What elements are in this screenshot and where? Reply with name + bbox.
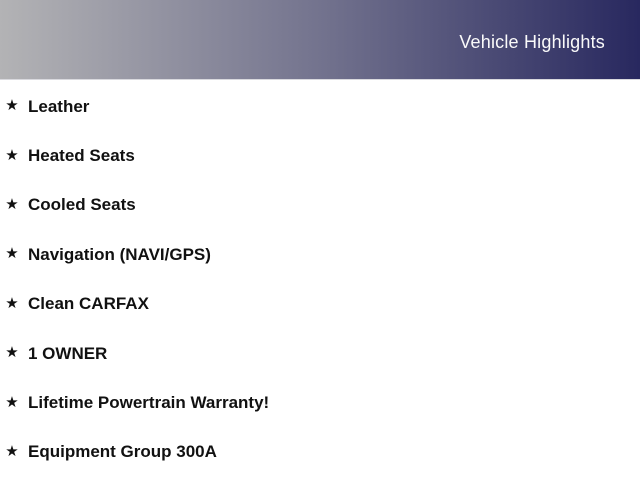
- list-item: ★ Leather: [0, 82, 640, 131]
- list-item: ★ 1 OWNER: [0, 329, 640, 378]
- star-icon: ★: [5, 392, 19, 411]
- list-item: ★ Heated Seats: [0, 131, 640, 180]
- list-item-label: Lifetime Powertrain Warranty!: [28, 393, 270, 413]
- star-icon: ★: [5, 293, 19, 312]
- list-item-label: Leather: [28, 96, 90, 116]
- list-item-label: Heated Seats: [28, 146, 135, 166]
- star-icon: ★: [5, 244, 19, 263]
- header-title: Vehicle Highlights: [459, 32, 605, 52]
- star-icon: ★: [5, 343, 19, 362]
- star-icon: ★: [5, 194, 19, 213]
- list-item: ★ Equipment Group 300A: [0, 428, 640, 477]
- star-icon: ★: [5, 145, 19, 164]
- list-item: ★ Clean CARFAX: [0, 280, 640, 329]
- list-item-label: Equipment Group 300A: [28, 442, 217, 462]
- list-item-label: Clean CARFAX: [28, 294, 149, 314]
- list-item: ★ Navigation (NAVI/GPS): [0, 230, 640, 279]
- star-icon: ★: [5, 441, 19, 460]
- header-bar: Vehicle Highlights: [0, 0, 640, 80]
- list-item-label: Cooled Seats: [28, 195, 136, 215]
- list-item: ★ Lifetime Powertrain Warranty!: [0, 378, 640, 427]
- star-icon: ★: [5, 96, 19, 115]
- list-item: ★ Cooled Seats: [0, 181, 640, 230]
- list-item-label: Navigation (NAVI/GPS): [28, 244, 211, 264]
- list-item-label: 1 OWNER: [28, 343, 108, 363]
- highlights-list: ★ Leather ★ Heated Seats ★ Cooled Seats …: [0, 80, 640, 477]
